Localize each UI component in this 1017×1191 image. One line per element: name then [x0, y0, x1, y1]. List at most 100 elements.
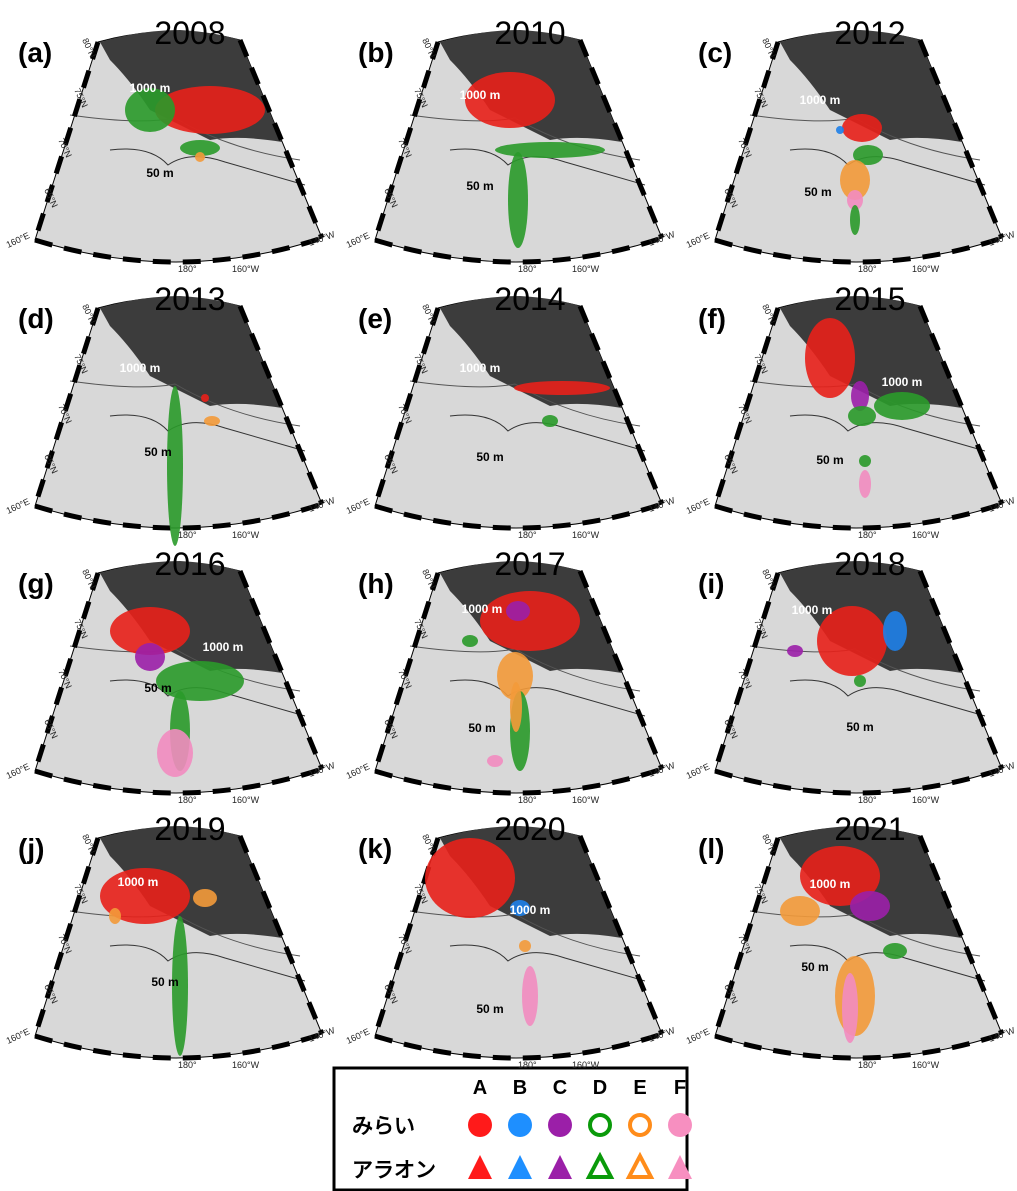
lon-label: 180° [178, 1060, 197, 1070]
map-panel: (j)201980°N75°N70°N65°N160°E180°160°W140… [5, 811, 337, 1070]
map-panel: (c)201280°N75°N70°N65°N160°E180°160°W140… [685, 15, 1017, 274]
legend-group: E [633, 1077, 646, 1099]
legend-ship: みらい [352, 1115, 415, 1138]
observation-area [495, 142, 605, 158]
lat-label: 80°N [420, 568, 438, 590]
map-panel: (k)202080°N75°N70°N65°N160°E180°160°W140… [345, 811, 677, 1070]
depth-label-deep: 1000 m [203, 640, 244, 654]
observation-area [135, 643, 165, 671]
observation-area [462, 635, 478, 647]
panel-label: (f) [698, 303, 726, 334]
legend-ship: アラオン [352, 1159, 436, 1182]
map-panel: (h)201780°N75°N70°N65°N160°E180°160°W140… [345, 546, 677, 805]
legend-group: B [513, 1077, 527, 1099]
observation-area [859, 470, 871, 498]
depth-label-deep: 1000 m [810, 877, 851, 891]
map-panel: (f)201580°N75°N70°N65°N160°E180°160°W140… [685, 281, 1017, 540]
legend-circle [468, 1113, 492, 1137]
depth-label-deep: 1000 m [792, 603, 833, 617]
lon-label: 160°E [685, 230, 712, 249]
lon-label: 180° [518, 1060, 537, 1070]
map-panel: (e)201480°N75°N70°N65°N160°E180°160°W140… [345, 281, 677, 540]
observation-area [522, 966, 538, 1026]
observation-area [195, 152, 205, 162]
legend-circle [668, 1113, 692, 1137]
depth-label-shelf: 50 m [476, 450, 503, 464]
depth-label-shelf: 50 m [468, 721, 495, 735]
panel-year: 2010 [494, 15, 565, 51]
observation-area [487, 755, 503, 767]
panel-year: 2014 [494, 281, 565, 317]
lon-label: 160°E [5, 761, 32, 780]
depth-label-deep: 1000 m [462, 602, 503, 616]
observation-area [787, 645, 803, 657]
panel-label: (l) [698, 833, 724, 864]
observation-area [883, 943, 907, 959]
observation-area [542, 415, 558, 427]
lon-label: 180° [518, 795, 537, 805]
lon-label: 160°W [572, 795, 600, 805]
map-panel: (a)200880°N75°N70°N65°N160°E180°160°W140… [5, 15, 337, 274]
observation-area [874, 392, 930, 420]
lat-label: 80°N [80, 303, 98, 325]
observation-area [859, 455, 871, 467]
lon-label: 160°E [5, 496, 32, 515]
observation-area [848, 406, 876, 426]
lon-label: 180° [858, 264, 877, 274]
lon-label: 160°E [345, 761, 372, 780]
legend-group: F [674, 1077, 686, 1099]
lon-label: 180° [178, 795, 197, 805]
observation-area [167, 386, 183, 546]
depth-label-shelf: 50 m [151, 975, 178, 989]
observation-area [850, 891, 890, 921]
panel-label: (e) [358, 303, 392, 334]
lon-label: 160°W [232, 530, 260, 540]
observation-area [842, 973, 858, 1043]
lat-label: 80°N [420, 37, 438, 59]
panel-label: (h) [358, 568, 394, 599]
lon-label: 160°W [232, 1060, 260, 1070]
panel-year: 2012 [834, 15, 905, 51]
panel-label: (g) [18, 568, 54, 599]
depth-label-shelf: 50 m [846, 720, 873, 734]
observation-area [508, 152, 528, 248]
lon-label: 160°W [572, 264, 600, 274]
legend-group: D [593, 1077, 607, 1099]
lat-label: 80°N [760, 303, 778, 325]
legend-circle [630, 1115, 650, 1135]
lat-label: 80°N [760, 833, 778, 855]
panel-label: (b) [358, 37, 394, 68]
lon-label: 160°W [232, 264, 260, 274]
lat-label: 80°N [760, 568, 778, 590]
observation-area [780, 896, 820, 926]
panel-label: (c) [698, 37, 732, 68]
lon-label: 160°W [232, 795, 260, 805]
lon-label: 160°E [5, 1026, 32, 1045]
lon-label: 160°E [345, 496, 372, 515]
observation-area [204, 416, 220, 426]
panel-year: 2018 [834, 546, 905, 582]
map-panel: (b)201080°N75°N70°N65°N160°E180°160°W140… [345, 15, 677, 274]
depth-label-deep: 1000 m [510, 903, 551, 917]
panel-year: 2013 [154, 281, 225, 317]
panel-year: 2017 [494, 546, 565, 582]
observation-area [193, 889, 217, 907]
depth-label-shelf: 50 m [816, 453, 843, 467]
panel-label: (k) [358, 833, 392, 864]
depth-label-deep: 1000 m [118, 875, 159, 889]
lon-label: 160°W [572, 1060, 600, 1070]
legend-group: C [553, 1077, 567, 1099]
panel-year: 2020 [494, 811, 565, 847]
panel-label: (j) [18, 833, 44, 864]
lat-label: 80°N [80, 37, 98, 59]
lon-label: 160°E [345, 1026, 372, 1045]
lon-label: 160°W [912, 264, 940, 274]
depth-label-deep: 1000 m [800, 93, 841, 107]
observation-area [519, 940, 531, 952]
observation-area [480, 591, 580, 651]
depth-label-shelf: 50 m [476, 1002, 503, 1016]
lon-label: 180° [518, 264, 537, 274]
lon-label: 160°W [912, 795, 940, 805]
panel-year: 2015 [834, 281, 905, 317]
observation-area [157, 729, 193, 777]
